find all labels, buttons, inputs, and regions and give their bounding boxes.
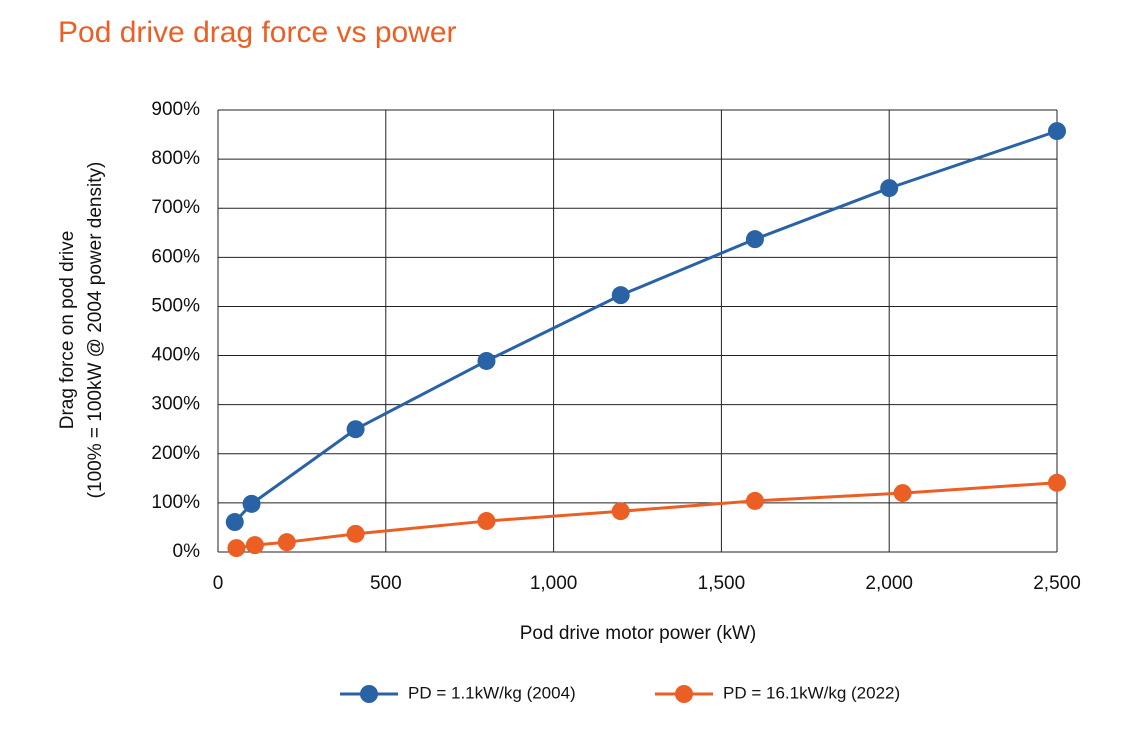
data-point bbox=[745, 230, 764, 249]
data-point bbox=[477, 512, 496, 531]
y-tick-label: 600% bbox=[151, 246, 200, 267]
data-point bbox=[242, 494, 261, 513]
y-tick-label: 400% bbox=[151, 345, 200, 366]
x-tick-label: 2,500 bbox=[1033, 573, 1081, 594]
data-point bbox=[880, 179, 899, 198]
x-tick-label: 0 bbox=[213, 573, 224, 594]
y-tick-label: 0% bbox=[173, 541, 201, 562]
data-point bbox=[346, 420, 365, 439]
data-point bbox=[346, 524, 365, 543]
y-tick-label: 100% bbox=[151, 492, 200, 513]
legend-marker bbox=[360, 685, 378, 703]
data-point bbox=[1048, 473, 1066, 492]
data-point bbox=[277, 533, 296, 552]
x-tick-label: 1,000 bbox=[530, 573, 578, 594]
y-tick-label: 300% bbox=[151, 394, 200, 415]
data-point bbox=[477, 351, 496, 370]
data-point bbox=[893, 484, 912, 503]
y-tick-label: 700% bbox=[151, 197, 200, 218]
x-axis-label: Pod drive motor power (kW) bbox=[520, 623, 757, 644]
x-tick-label: 500 bbox=[370, 573, 402, 594]
y-tick-label: 800% bbox=[151, 148, 200, 169]
data-point bbox=[611, 286, 630, 305]
legend-marker bbox=[675, 685, 693, 703]
legend-label: PD = 16.1kW/kg (2022) bbox=[723, 683, 900, 702]
x-tick-label: 1,500 bbox=[698, 573, 746, 594]
y-tick-label: 200% bbox=[151, 443, 200, 464]
legend-label: PD = 1.1kW/kg (2004) bbox=[408, 683, 576, 702]
y-axis-label: Drag force on pod drive bbox=[57, 231, 78, 430]
y-tick-label: 900% bbox=[151, 99, 200, 120]
chart-title: Pod drive drag force vs power bbox=[58, 16, 457, 49]
data-point bbox=[611, 502, 630, 521]
data-point bbox=[245, 536, 264, 555]
series-line bbox=[233, 129, 1058, 524]
y-tick-label: 500% bbox=[151, 295, 200, 316]
data-point bbox=[745, 491, 764, 510]
data-point bbox=[225, 513, 244, 532]
y-axis-label: (100% = 100kW @ 2004 power density) bbox=[85, 162, 106, 499]
x-tick-label: 2,000 bbox=[865, 573, 913, 594]
data-point bbox=[227, 539, 246, 558]
data-point bbox=[1048, 122, 1066, 141]
